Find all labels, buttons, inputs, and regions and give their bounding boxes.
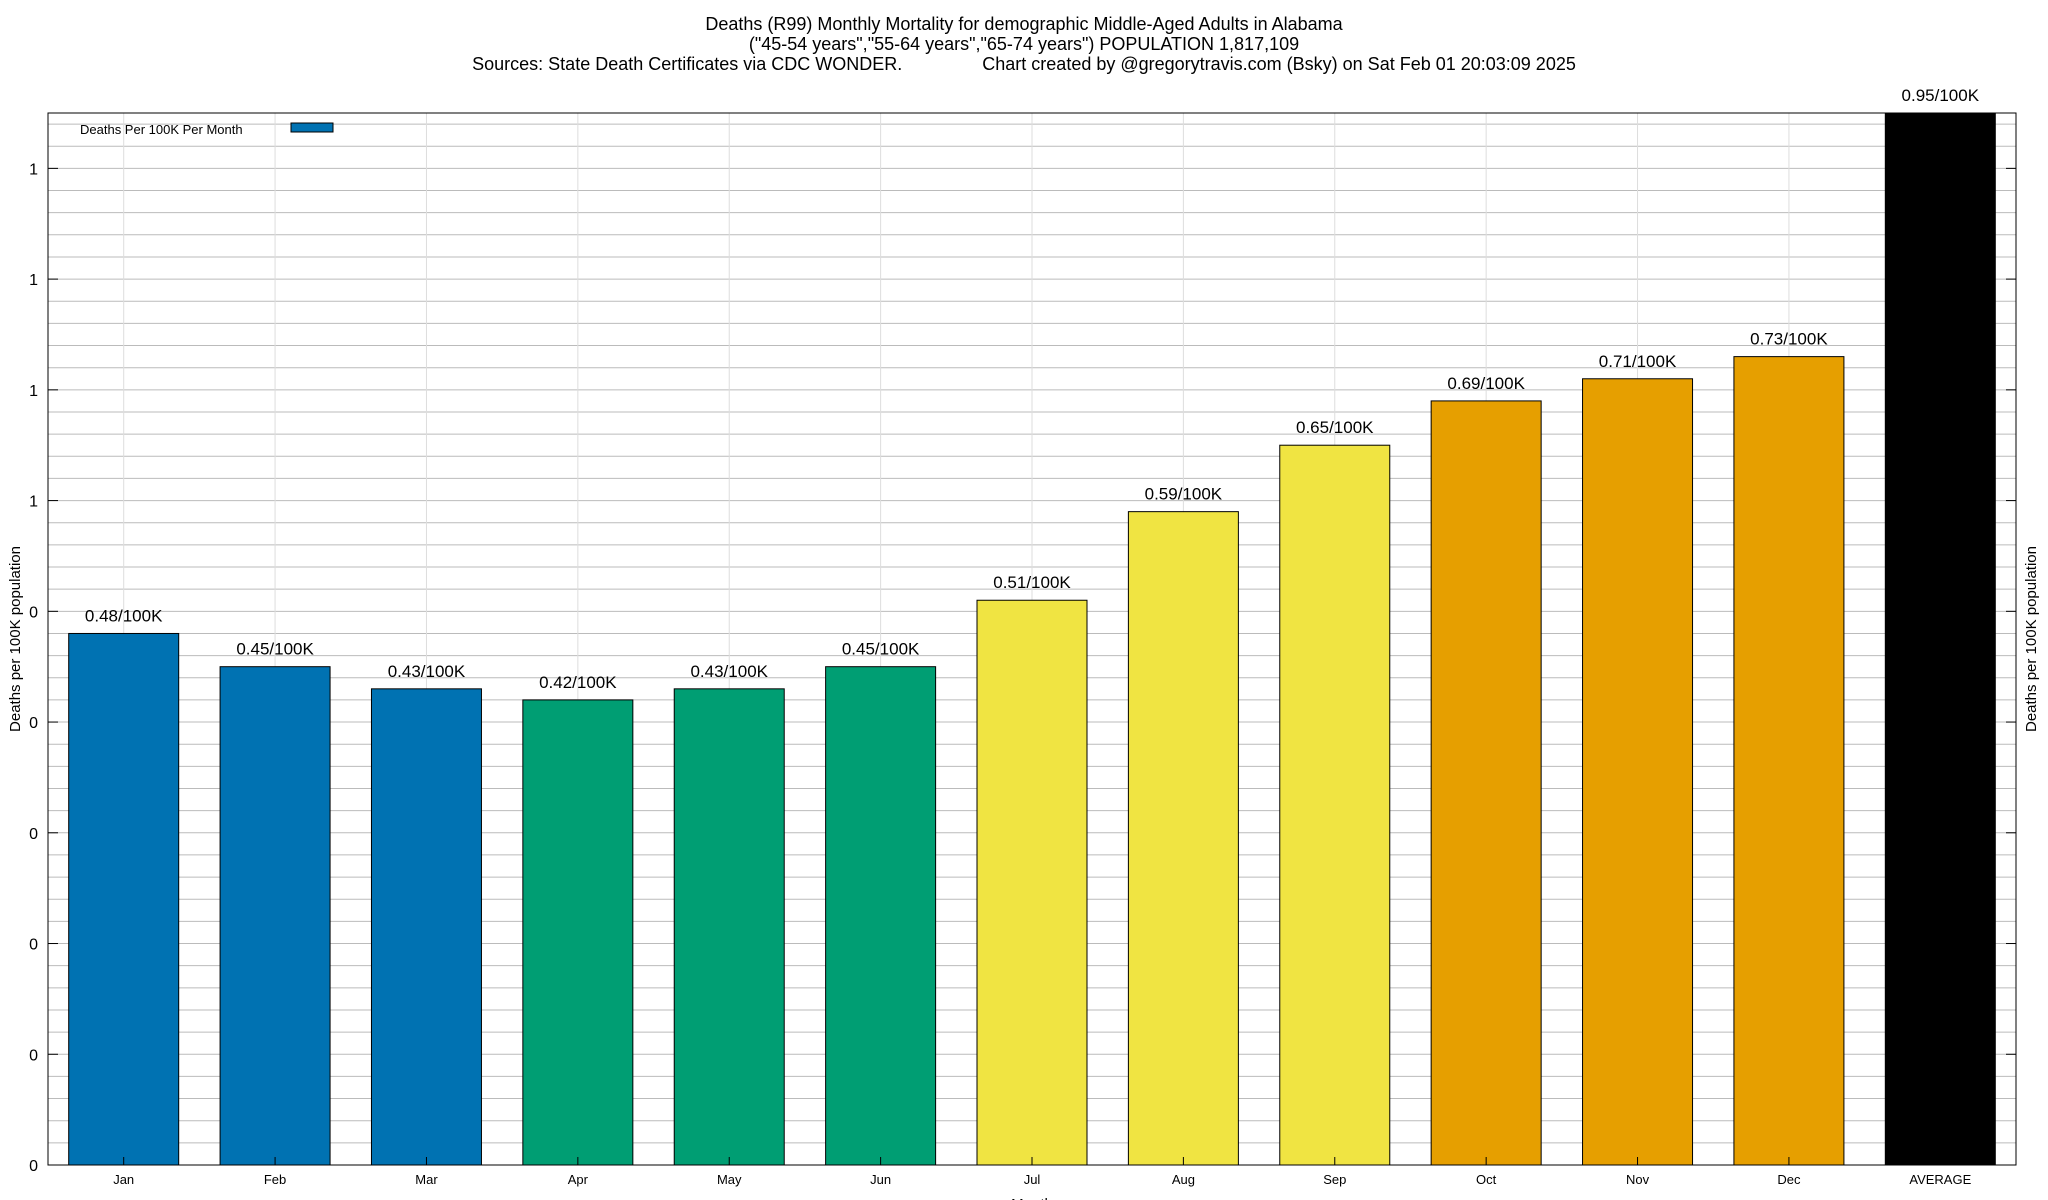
y2-axis-title: Deaths per 100K population bbox=[2023, 546, 2040, 732]
bar-value-label: 0.43/100K bbox=[388, 662, 466, 681]
chart-title-line-1: Deaths (R99) Monthly Mortality for demog… bbox=[705, 14, 1343, 34]
legend-swatch bbox=[290, 122, 334, 133]
x-tick-label: Apr bbox=[568, 1172, 589, 1187]
x-tick-label: Sep bbox=[1323, 1172, 1346, 1187]
bar-value-label: 0.73/100K bbox=[1750, 330, 1828, 349]
bar-value-label: 0.69/100K bbox=[1447, 374, 1525, 393]
bar-value-label: 0.51/100K bbox=[993, 573, 1071, 592]
bar-value-label: 0.45/100K bbox=[236, 640, 314, 659]
x-tick-label: AVERAGE bbox=[1909, 1172, 1971, 1187]
bar-mar bbox=[370, 688, 482, 1166]
bar-value-label: 0.59/100K bbox=[1145, 485, 1223, 504]
bar-apr bbox=[522, 699, 634, 1166]
x-tick-label: Jun bbox=[870, 1172, 891, 1187]
x-tick-label: Dec bbox=[1777, 1172, 1801, 1187]
x-tick-label: Feb bbox=[264, 1172, 286, 1187]
chart-title-block: Deaths (R99) Monthly Mortality for demog… bbox=[0, 14, 2048, 74]
x-tick-label: Nov bbox=[1626, 1172, 1650, 1187]
x-tick-label: Aug bbox=[1172, 1172, 1195, 1187]
x-axis-title: Month bbox=[1011, 1196, 1053, 1200]
x-tick-label: May bbox=[717, 1172, 742, 1187]
bar-value-label: 0.71/100K bbox=[1599, 352, 1677, 371]
y-tick-label: 1 bbox=[29, 383, 38, 400]
y-tick-label: 0 bbox=[29, 1158, 38, 1175]
plot-border bbox=[47, 112, 2017, 1166]
bar-value-label: 0.42/100K bbox=[539, 673, 617, 692]
y-tick-label: 1 bbox=[29, 161, 38, 178]
bar-jun bbox=[825, 666, 937, 1166]
y-axis-title: Deaths per 100K population bbox=[7, 546, 24, 732]
y-tick-label: 0 bbox=[29, 937, 38, 954]
bar-jan bbox=[68, 632, 180, 1166]
y-tick-label: 0 bbox=[29, 826, 38, 843]
y-tick-label: 1 bbox=[29, 494, 38, 511]
bar-oct bbox=[1430, 400, 1542, 1166]
bar-value-label: 0.48/100K bbox=[85, 606, 163, 625]
y-tick-label: 0 bbox=[29, 715, 38, 732]
bar-may bbox=[673, 688, 785, 1166]
x-tick-label: Oct bbox=[1476, 1172, 1497, 1187]
bar-value-label: 0.43/100K bbox=[690, 662, 768, 681]
y-tick-label: 1 bbox=[29, 272, 38, 289]
bar-nov bbox=[1582, 378, 1694, 1166]
y-tick-label: 0 bbox=[29, 604, 38, 621]
x-tick-label: Jan bbox=[113, 1172, 134, 1187]
legend-label: Deaths Per 100K Per Month bbox=[80, 122, 243, 137]
bar-jul bbox=[976, 599, 1088, 1166]
x-tick-label: Jul bbox=[1024, 1172, 1041, 1187]
chart-title-line-3: Sources: State Death Certificates via CD… bbox=[472, 54, 1576, 74]
chart-title-line-2: ("45-54 years","55-64 years","65-74 year… bbox=[748, 34, 1300, 54]
bar-value-label: 0.45/100K bbox=[842, 640, 920, 659]
bar-value-label: 0.65/100K bbox=[1296, 418, 1374, 437]
bar-average bbox=[1884, 112, 1996, 1166]
bar-sep bbox=[1279, 444, 1391, 1166]
bar-dec bbox=[1733, 356, 1845, 1166]
y-tick-label: 0 bbox=[29, 1047, 38, 1064]
bar-value-label: 0.95/100K bbox=[1902, 86, 1980, 105]
bar-feb bbox=[219, 666, 331, 1166]
bar-aug bbox=[1127, 511, 1239, 1166]
x-tick-label: Mar bbox=[415, 1172, 438, 1187]
